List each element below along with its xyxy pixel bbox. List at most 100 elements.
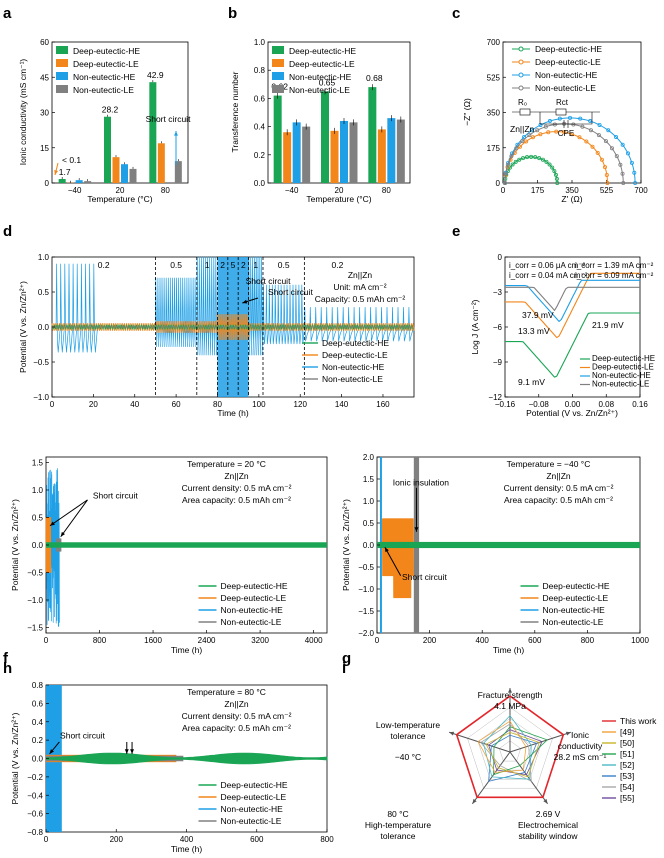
panel-g-legend-label: Deep-eutectic-HE xyxy=(543,581,610,591)
panel-h-cell-label: Zn||Zn xyxy=(224,699,249,709)
panel-e-ytick-label: −3 xyxy=(493,288,503,297)
panel-b-bar xyxy=(283,132,291,183)
panel-h-xtick-label: 800 xyxy=(320,835,334,844)
panel-f-area-capacity: Area capacity: 0.5 mAh cm⁻² xyxy=(182,495,291,505)
panel-c-circuit-cpe-label: CPE xyxy=(558,129,574,138)
panel-b-legend-label: Deep-eutectic-LE xyxy=(289,59,355,69)
panel-b-legend-swatch xyxy=(272,85,284,93)
panel-f-ylabel: Potential (V vs. Zn/Zn²⁺) xyxy=(10,499,20,591)
panel-b-bar xyxy=(302,127,310,183)
panel-letter-e: e xyxy=(452,223,460,240)
panel-f-ytick-label: −0.5 xyxy=(27,569,43,578)
panel-g-annotation-sc: Short circuit xyxy=(402,572,448,582)
panel-a-ylabel: Ionic conductivity (mS cm⁻¹) xyxy=(18,59,28,166)
panel-g-ytick-label: −2.0 xyxy=(358,629,374,638)
panel-b-bar xyxy=(397,120,405,183)
panel-e-xtick-label: 0.16 xyxy=(632,400,648,409)
panel-letter-c: c xyxy=(452,5,460,22)
panel-a-bar xyxy=(104,117,111,183)
panel-c-legend-marker xyxy=(519,86,523,90)
panel-e-icorr: i_corr = 1.39 mA cm⁻² xyxy=(575,261,654,270)
panel-d-ylabel: Potential (V vs. Zn/Zn²⁺) xyxy=(18,281,28,373)
panel-e-ytick-label: −9 xyxy=(493,358,503,367)
panel-a-data-label: 42.9 xyxy=(147,70,164,80)
panel-f-cell-label: Zn||Zn xyxy=(224,471,249,481)
panel-c-circuit-r0 xyxy=(520,109,530,115)
panel-d-rate-label: 0.5 xyxy=(278,260,290,270)
panel-a-sc-arrow-head xyxy=(174,131,178,136)
panel-g-xtick-label: 600 xyxy=(528,636,542,645)
panel-a-ytick-label: 45 xyxy=(40,73,49,82)
panel-a-legend-label: Deep-eutectic-LE xyxy=(73,59,139,69)
panel-d-rate-label: 2 xyxy=(220,260,225,270)
panel-d-legend-label: Non-eutectic-LE xyxy=(322,374,383,384)
panel-c-xtick-label: 0 xyxy=(501,186,506,195)
panel-b-ytick-label: 0.8 xyxy=(254,66,266,75)
panel-c-ytick-label: 175 xyxy=(487,144,501,153)
panel-h-annotation-sc: Short circuit xyxy=(60,730,106,740)
panel-c-legend-marker xyxy=(519,73,523,77)
panel-a-data-label: 1.7 xyxy=(59,167,71,177)
panel-e-series xyxy=(505,287,640,310)
panel-d-xtick-label: 160 xyxy=(376,400,390,409)
panel-i-axis-label: 28.2 mS cm⁻¹ xyxy=(554,752,607,762)
panel-a-xlabel: Temperature (°C) xyxy=(87,194,152,204)
panel-b-legend-label: Non-eutectic-HE xyxy=(289,72,352,82)
panel-b-xtick-label: 80 xyxy=(382,186,391,195)
panel-a-legend-swatch xyxy=(56,46,68,54)
panel-e-xtick-label: −0.16 xyxy=(495,400,516,409)
panel-i-axis xyxy=(510,752,548,804)
panel-h-xtick-label: 200 xyxy=(110,835,124,844)
panel-d-rate-label: 1 xyxy=(253,260,258,270)
panel-a-annotation-sc: Short circuit xyxy=(146,114,192,124)
panel-c-legend-label: Non-eutectic-HE xyxy=(535,70,598,80)
panel-i-axis-label: stability window xyxy=(518,831,578,841)
panel-b-legend-swatch xyxy=(272,46,284,54)
panel-i-axis-label: 80 °C xyxy=(387,809,408,819)
panel-i-legend-label: [50] xyxy=(620,738,634,748)
panel-c-cell-label: Zn||Zn xyxy=(510,124,535,134)
panel-d-xlabel: Time (h) xyxy=(217,408,248,418)
panel-a-legend-swatch xyxy=(56,59,68,67)
panel-c-ylabel: −Z" (Ω) xyxy=(462,98,472,126)
panel-a-annotation-lt: < 0.1 xyxy=(62,155,81,165)
panel-i-axis-label: High-temperature xyxy=(365,820,431,830)
panel-f-ytick-label: 0.0 xyxy=(32,541,44,550)
panel-d-legend-label: Deep-eutectic-HE xyxy=(322,338,389,348)
panel-h-ytick-label: −0.4 xyxy=(27,791,43,800)
panel-b-legend-label: Deep-eutectic-HE xyxy=(289,46,356,56)
panel-f-xtick-label: 800 xyxy=(93,636,107,645)
panel-c-legend-label: Deep-eutectic-HE xyxy=(535,44,602,54)
panel-i-axis-label: conductivity xyxy=(558,741,603,751)
panel-g-legend-label: Non-eutectic-LE xyxy=(543,617,604,627)
panel-c-circuit-rct xyxy=(556,109,566,115)
panel-e-ytick-label: 0 xyxy=(498,253,503,262)
panel-b-bar xyxy=(387,118,395,183)
panel-b-bar xyxy=(378,129,386,183)
panel-d-xtick-label: 60 xyxy=(172,400,181,409)
panel-e-xlabel: Potential (V vs. Zn/Zn²⁺) xyxy=(526,408,618,418)
panel-c-legend-marker xyxy=(519,47,523,51)
panel-g-ytick-label: −0.5 xyxy=(358,563,374,572)
panel-g-xtick-label: 1000 xyxy=(631,636,649,645)
panel-a-legend-label: Non-eutectic-HE xyxy=(73,72,136,82)
panel-a-bar xyxy=(149,82,156,183)
panel-e-legend-label: Non-eutectic-LE xyxy=(592,380,649,389)
panel-i-axis-label: 4.1 MPa xyxy=(494,701,526,711)
panel-a-xtick-label: −40 xyxy=(68,186,82,195)
panel-e-ylabel: Log J (A cm⁻²) xyxy=(470,299,480,354)
panel-i-legend-label: [49] xyxy=(620,727,634,737)
panel-g-xtick-label: 800 xyxy=(581,636,595,645)
panel-g-ytick-label: 1.0 xyxy=(363,497,375,506)
panel-e-label: 21.9 mV xyxy=(592,320,624,330)
panel-i-axis-label: Fracture strength xyxy=(478,690,543,700)
panel-f-ytick-label: −1.0 xyxy=(27,596,43,605)
panel-c-legend-marker xyxy=(519,60,523,64)
panel-h-xtick-label: 400 xyxy=(180,835,194,844)
panel-g-xtick-label: 0 xyxy=(375,636,380,645)
panel-d-rate-label: 1 xyxy=(205,260,210,270)
panel-h-current-density: Current density: 0.5 mA cm⁻² xyxy=(182,711,292,721)
panel-b-legend-swatch xyxy=(272,59,284,67)
panel-a-legend-label: Deep-eutectic-HE xyxy=(73,46,140,56)
panel-d-rate-label: 0.5 xyxy=(170,260,182,270)
